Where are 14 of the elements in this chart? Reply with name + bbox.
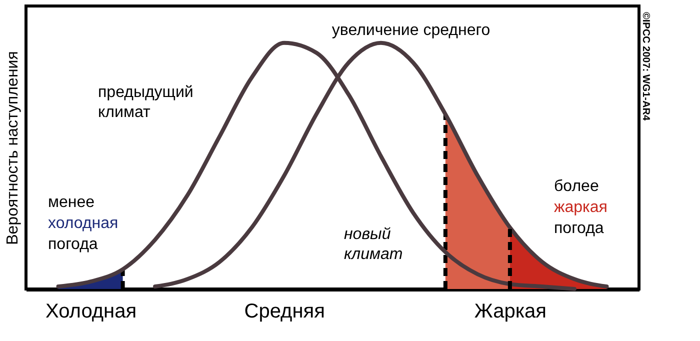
- annotation: менее: [48, 194, 95, 211]
- x-tick-label: Средняя: [244, 300, 325, 322]
- annotation: холодная: [48, 215, 118, 232]
- y-axis-title: Вероятность наступления: [4, 51, 22, 245]
- x-tick-label: Жаркая: [474, 300, 546, 322]
- text: ©IPCC 2007: WG1-AR4: [640, 12, 651, 121]
- annotation: жаркая: [554, 199, 608, 216]
- x-tick-label: Холодная: [46, 300, 137, 322]
- annotation: погода: [48, 236, 98, 253]
- annotation: погода: [554, 220, 604, 237]
- annotation: более: [554, 178, 599, 195]
- annotation: новый климат: [344, 226, 403, 263]
- annotation: предыдущий климат: [98, 84, 194, 121]
- text: увеличение среднего: [332, 22, 490, 39]
